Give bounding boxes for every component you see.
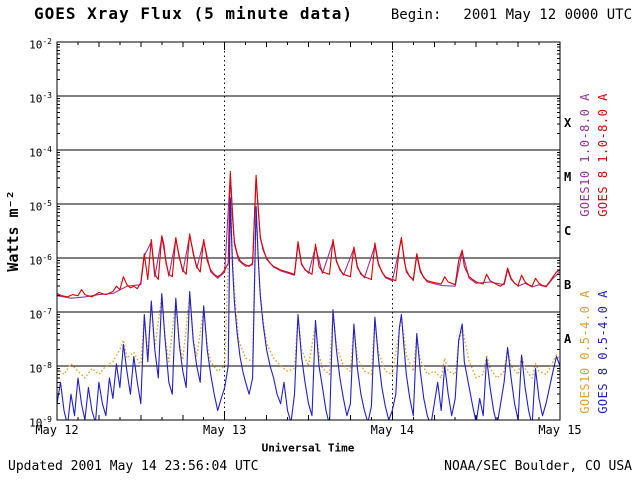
y-tick-label: 10-7 [29, 307, 52, 322]
y-tick-label: 10-8 [29, 361, 52, 376]
flare-class-m: M [564, 170, 572, 184]
x-tick-label: May 13 [202, 423, 247, 437]
begin-label: Begin: [390, 7, 442, 23]
flare-class-c: C [564, 224, 572, 238]
series-line-goes-8-0-5-4-0-a [57, 197, 560, 420]
flare-class-a: A [564, 332, 572, 346]
begin-info: Begin: 2001 May 12 0000 UTC [391, 7, 632, 23]
begin-value: 2001 May 12 0000 UTC [463, 7, 632, 23]
x-tick-label: May 15 [538, 423, 582, 437]
y-tick-label: 10-6 [29, 253, 52, 268]
flare-class-x: X [564, 116, 572, 130]
series-label-goes10-0-5-4-0-a: GOES10 0.5-4.0 A [578, 290, 592, 414]
y-tick-label: 10-4 [29, 145, 52, 160]
series-line-goes-8-1-0-8-0-a [57, 170, 560, 298]
flare-class-b: B [564, 278, 572, 292]
series-label-goes-8-0-5-4-0-a: GOES 8 0.5-4.0 A [596, 290, 610, 414]
y-tick-label: 10-3 [29, 91, 52, 106]
y-axis-tick-labels: 10-2 10-3 10-4 10-5 10-6 10-7 10-8 10-9 [0, 0, 54, 480]
noaa-credit: NOAA/SEC Boulder, CO USA [444, 459, 632, 474]
chart-title: GOES Xray Flux (5 minute data) [34, 4, 353, 23]
plot-frame [56, 41, 561, 421]
series-line-goes10-0-5-4-0-a [57, 201, 560, 379]
updated-timestamp: Updated 2001 May 14 23:56:04 UTC [8, 459, 259, 474]
x-tick-label: May 14 [370, 423, 414, 437]
y-tick-label: 10-5 [29, 199, 52, 214]
y-tick-label: 10-9 [29, 415, 52, 430]
series-line-goes10-1-0-8-0-a [57, 173, 560, 299]
x-tick-label: May 12 [35, 423, 79, 437]
series-label-goes10-1-0-8-0-a: GOES10 1.0-8.0 A [578, 93, 592, 217]
y-tick-label: 10-2 [29, 37, 52, 52]
series-label-goes-8-1-0-8-0-a: GOES 8 1.0-8.0 A [596, 93, 610, 217]
x-axis-title: Universal Time [261, 441, 355, 455]
